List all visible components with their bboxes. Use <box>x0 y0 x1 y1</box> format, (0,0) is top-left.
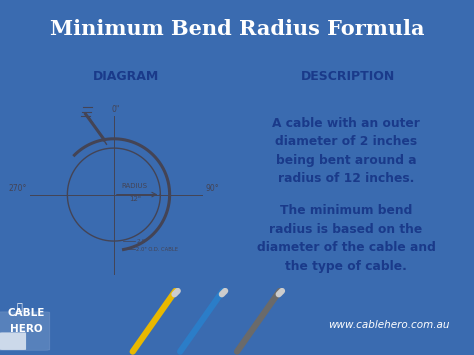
Text: 👑: 👑 <box>16 301 22 311</box>
Text: Minimum Bend Radius Formula: Minimum Bend Radius Formula <box>50 19 424 39</box>
Text: 2.0": 2.0" <box>136 239 148 244</box>
Text: 90°: 90° <box>206 185 219 193</box>
Text: 12": 12" <box>129 196 141 202</box>
FancyBboxPatch shape <box>0 332 26 350</box>
Text: 2.0" O.D. CABLE: 2.0" O.D. CABLE <box>136 246 178 252</box>
Text: CABLE: CABLE <box>8 308 45 318</box>
Text: A cable with an outer
diameter of 2 inches
being bent around a
radius of 12 inch: A cable with an outer diameter of 2 inch… <box>272 117 420 185</box>
Text: HERO: HERO <box>10 324 42 334</box>
Text: 0": 0" <box>111 105 120 114</box>
Text: The minimum bend
radius is based on the
diameter of the cable and
the type of ca: The minimum bend radius is based on the … <box>256 204 436 273</box>
FancyBboxPatch shape <box>0 312 50 350</box>
Text: www.cablehero.com.au: www.cablehero.com.au <box>328 320 449 330</box>
Text: DESCRIPTION: DESCRIPTION <box>301 70 395 83</box>
Text: DIAGRAM: DIAGRAM <box>92 70 159 83</box>
Text: RADIUS: RADIUS <box>122 182 148 189</box>
Text: 270°: 270° <box>8 185 27 193</box>
